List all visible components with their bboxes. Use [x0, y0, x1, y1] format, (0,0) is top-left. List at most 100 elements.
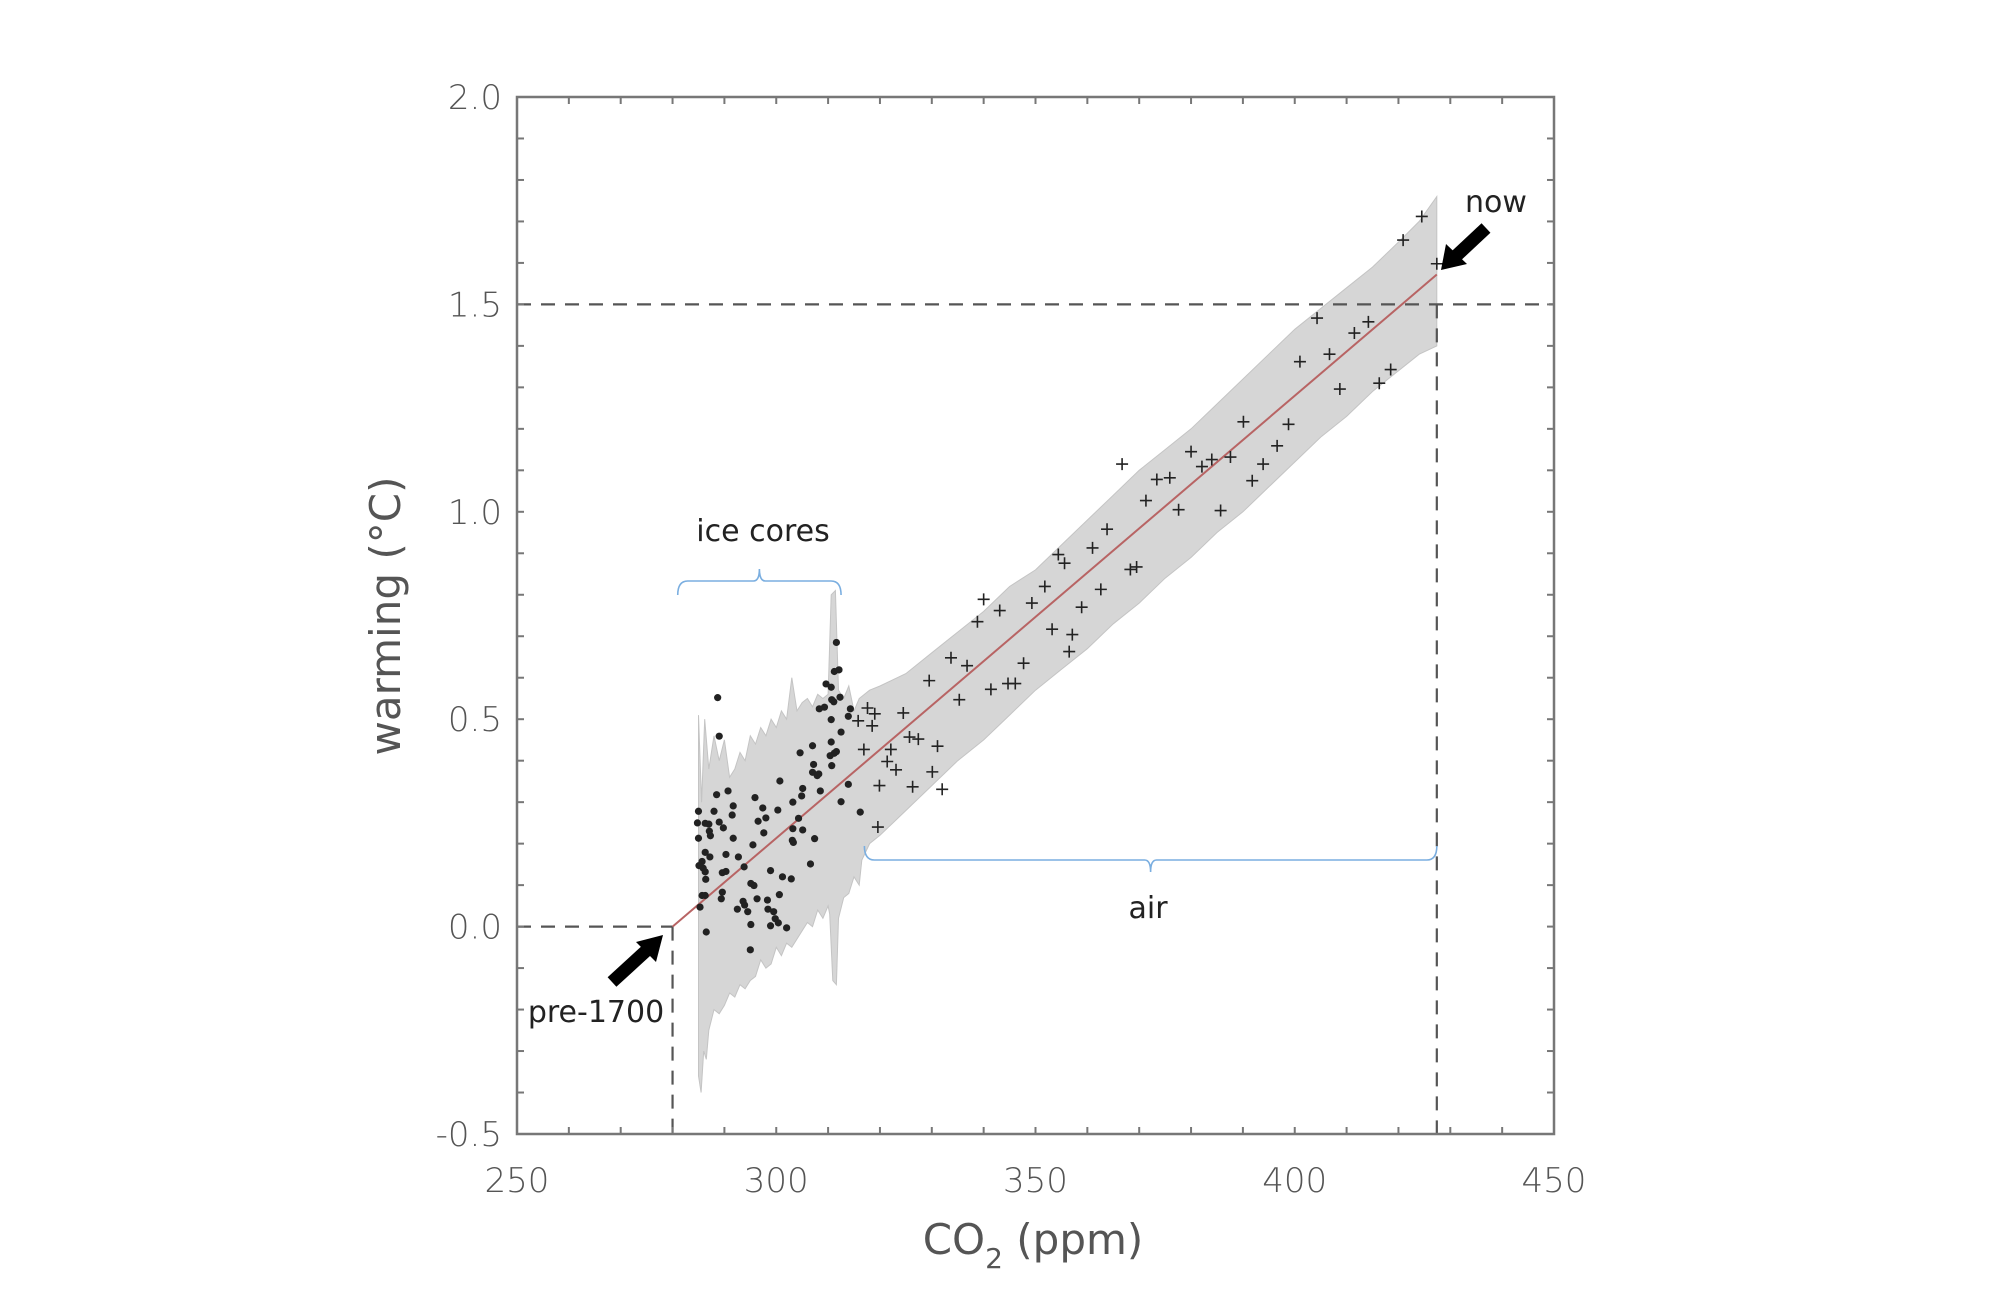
ice-core-point: [714, 694, 722, 702]
air-point: [944, 651, 957, 664]
ice-core-point: [710, 807, 718, 815]
ice-core-point: [830, 698, 838, 706]
ice-core-point: [753, 895, 761, 903]
ice-core-point: [832, 638, 840, 647]
ice-core-point: [783, 924, 791, 932]
ice-core-point: [701, 848, 709, 856]
air-point: [1163, 471, 1176, 484]
air-point: [868, 707, 881, 720]
ice-core-point: [749, 841, 757, 849]
air-point: [857, 743, 870, 756]
fit-line-layer: [671, 273, 1438, 928]
ice-core-point: [813, 772, 821, 780]
fit-line: [671, 273, 1438, 928]
ice-core-point: [713, 791, 721, 799]
air-point: [1323, 348, 1336, 361]
now-arrow: [1441, 223, 1491, 270]
ice-core-point: [766, 867, 775, 875]
air-label: air: [1128, 891, 1168, 926]
ice-core-point: [776, 777, 784, 785]
air-point: [926, 765, 939, 778]
air-point: [1430, 257, 1443, 270]
air-point: [903, 731, 916, 744]
air-point: [873, 779, 886, 792]
ice-core-point: [827, 683, 835, 691]
ice-core-point: [809, 760, 818, 769]
ice-core-point: [740, 863, 748, 871]
ice-core-point: [724, 787, 732, 795]
air-point: [871, 821, 884, 834]
ice-core-point: [789, 838, 797, 846]
air-point: [1185, 445, 1198, 458]
ice-core-point: [746, 946, 754, 954]
air-point: [890, 763, 903, 776]
x-axis-title: CO2 (ppm): [923, 1215, 1144, 1275]
air-point: [1025, 597, 1038, 610]
ice-core-point: [799, 826, 807, 834]
ice-core-point: [799, 784, 807, 793]
x-tick-label: 350: [1003, 1161, 1068, 1201]
uncertainty-band: [698, 195, 1438, 1093]
air-point: [1257, 458, 1270, 471]
ice-core-point: [733, 905, 741, 913]
ice-core-point: [774, 919, 782, 927]
ice-core-point: [789, 798, 797, 806]
air-point: [1172, 503, 1185, 516]
air-point: [866, 719, 879, 732]
x-tick-label: 250: [485, 1161, 550, 1201]
ice-core-point: [811, 835, 819, 843]
ice-core-point: [715, 818, 723, 826]
ice-core-point: [775, 891, 783, 899]
air-point: [906, 780, 919, 793]
air-point: [977, 593, 990, 606]
axis-ticks: 250 300 350 400 450 -0.5 0.0 0.5 1.0 1.5 2.0: [436, 78, 1587, 1201]
air-point: [1282, 418, 1295, 431]
uncertainty-band-layer: [698, 195, 1438, 1093]
ice-cores-label: ice cores: [696, 514, 829, 549]
ice-core-point: [705, 820, 713, 828]
ice-core-point: [796, 749, 804, 757]
y-tick-label: -0.5: [436, 1115, 502, 1155]
ice-core-point: [816, 787, 824, 795]
ice-core-point: [837, 728, 845, 736]
y-tick-label: 1.5: [448, 285, 502, 325]
ice-core-point: [734, 853, 742, 861]
air-point: [1009, 677, 1022, 690]
air-point: [1063, 645, 1076, 658]
air-point: [1046, 623, 1059, 636]
ice-core-point: [789, 825, 797, 833]
x-axis-title-rest: (ppm): [1003, 1215, 1143, 1264]
air-point: [931, 740, 944, 753]
air-point: [1214, 504, 1227, 517]
air-point: [1017, 657, 1030, 670]
air-point: [1362, 315, 1375, 328]
air-point: [1311, 312, 1324, 325]
air-point: [1333, 383, 1346, 396]
air-point: [993, 604, 1006, 617]
x-axis-title-subscript: 2: [985, 1242, 1003, 1275]
air-point: [1415, 210, 1428, 223]
y-tick-label: 0.0: [448, 908, 502, 948]
air-point: [1397, 234, 1410, 247]
ice-core-point: [764, 905, 772, 913]
ice-core-point: [844, 780, 852, 788]
air-point: [1094, 583, 1107, 596]
y-axis-title: warming (°C): [361, 477, 410, 756]
ice-core-point: [827, 738, 835, 746]
now-label: now: [1465, 185, 1527, 220]
ice-core-point: [718, 869, 726, 877]
ice-core-point: [822, 680, 830, 688]
ice-core-point: [828, 762, 836, 770]
ice-core-point: [827, 716, 835, 724]
ice-core-point: [702, 875, 710, 883]
ice-core-point: [719, 824, 727, 832]
air-point: [897, 706, 910, 719]
ice-core-point: [836, 693, 844, 701]
air-point: [1293, 355, 1306, 368]
ice-core-point: [694, 807, 703, 815]
ice-core-point: [715, 732, 723, 740]
ice-core-point: [741, 901, 749, 909]
air-brace: [863, 845, 1438, 873]
ice-core-point: [762, 814, 770, 822]
ice-core-point: [729, 834, 737, 842]
